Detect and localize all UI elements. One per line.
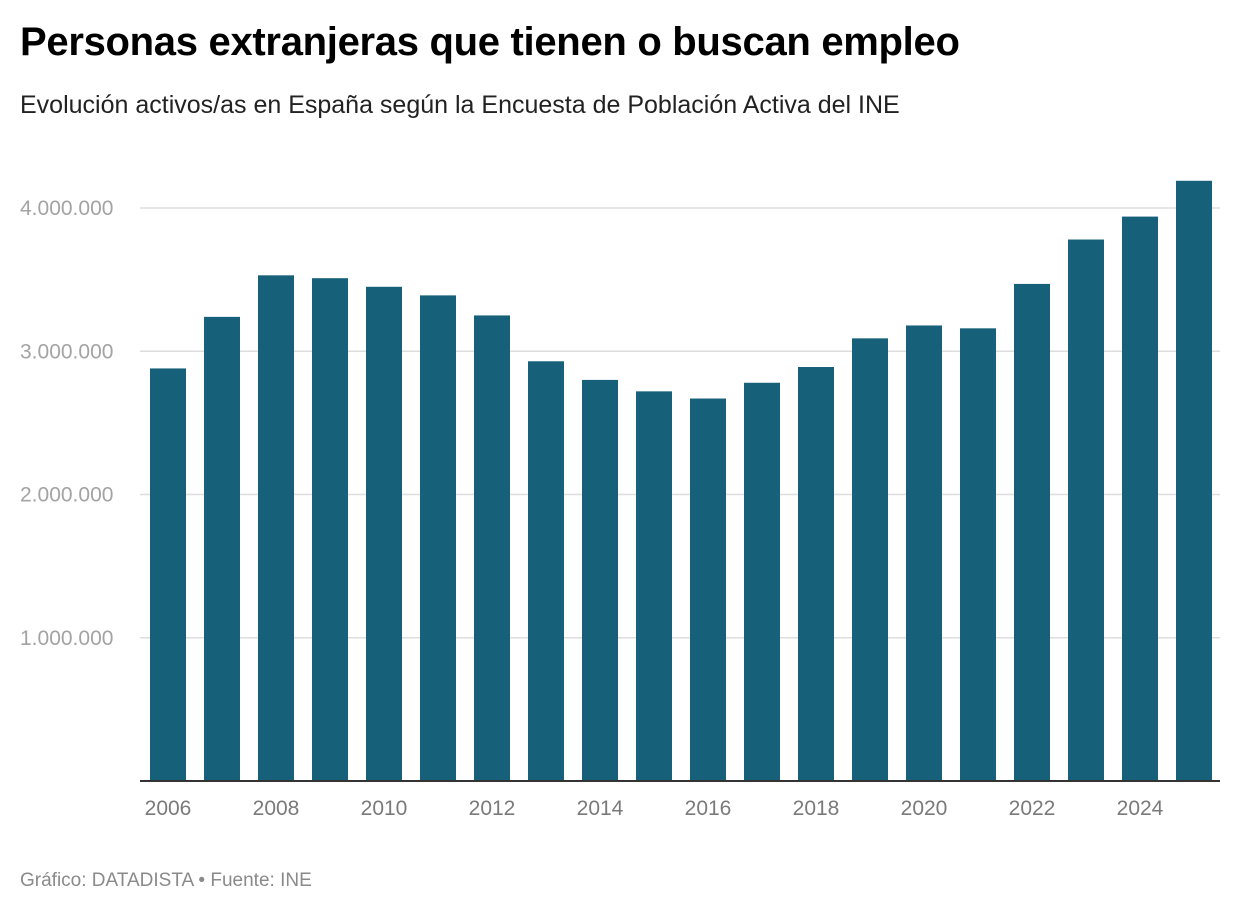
bar-2008 <box>258 275 294 781</box>
bar-2025 <box>1176 180 1212 782</box>
y-tick-label: 2.000.000 <box>20 484 113 507</box>
bar-2014 <box>582 379 618 781</box>
x-tick-label: 2014 <box>577 797 624 820</box>
x-tick-label: 2008 <box>253 797 300 820</box>
bar-2020 <box>906 325 942 781</box>
y-tick-label: 1.000.000 <box>20 627 113 650</box>
bar-2022 <box>1014 283 1050 781</box>
bar-2023 <box>1068 239 1104 781</box>
bar-2011 <box>420 295 456 781</box>
bars <box>150 180 1212 782</box>
bar-2024 <box>1122 216 1158 782</box>
chart-footer-source: Gráfico: DATADISTA • Fuente: INE <box>20 870 312 891</box>
y-tick-label: 3.000.000 <box>20 340 113 363</box>
bar-2019 <box>852 338 888 781</box>
bar-2017 <box>744 382 780 781</box>
bar-2012 <box>474 315 510 781</box>
x-tick-label: 2024 <box>1117 797 1164 820</box>
chart-subtitle: Evolución activos/as en España según la … <box>20 91 900 119</box>
bar-2015 <box>636 391 672 781</box>
bar-2016 <box>690 398 726 781</box>
x-tick-label: 2010 <box>361 797 408 820</box>
x-tick-label: 2018 <box>793 797 840 820</box>
bar-2018 <box>798 367 834 781</box>
bar-2013 <box>528 361 564 781</box>
chart-title: Personas extranjeras que tienen o buscan… <box>20 20 960 64</box>
x-tick-label: 2016 <box>685 797 732 820</box>
grid-layer <box>140 207 1220 639</box>
x-tick-label: 2006 <box>145 797 192 820</box>
x-axis-labels: 2006 2008 2010 2012 2014 2016 2018 2020 2022 2024 <box>145 797 1164 820</box>
y-tick-label: 4.000.000 <box>20 197 113 220</box>
bar-2021 <box>960 328 996 781</box>
bar-2006 <box>150 368 186 781</box>
x-tick-label: 2020 <box>901 797 948 820</box>
bar-2010 <box>366 286 402 781</box>
x-tick-label: 2012 <box>469 797 516 820</box>
y-axis-labels: 1.000.000 2.000.000 3.000.000 4.000.000 <box>20 197 113 650</box>
bar-2007 <box>204 316 240 781</box>
x-tick-label: 2022 <box>1009 797 1056 820</box>
bar-2009 <box>312 278 348 781</box>
